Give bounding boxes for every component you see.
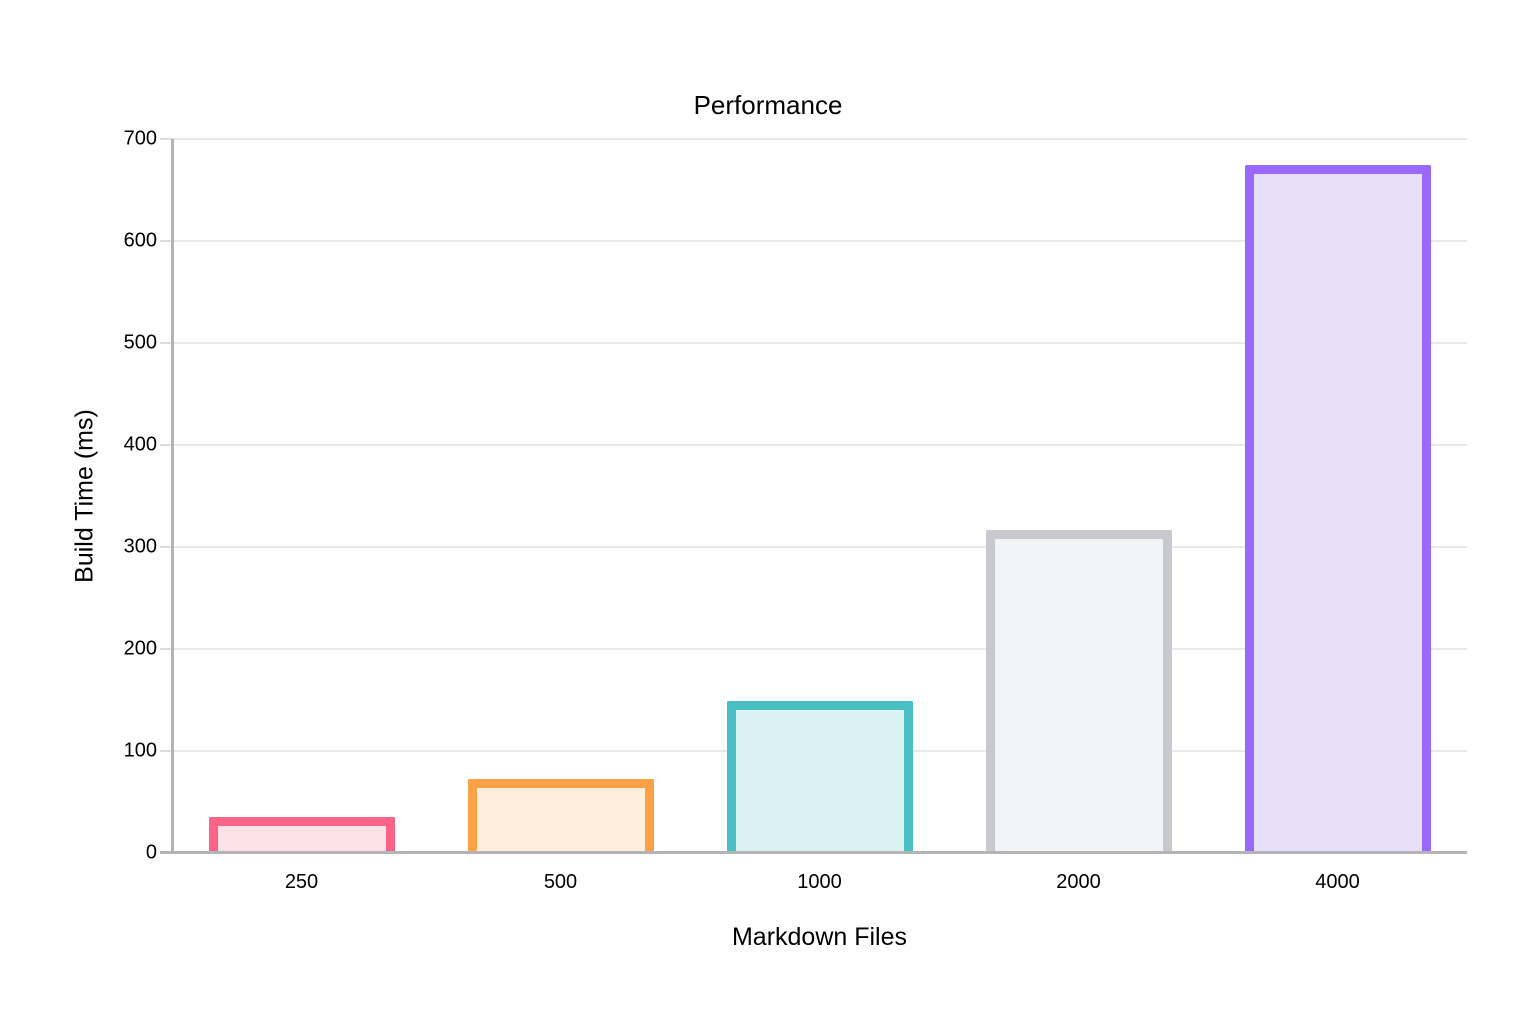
y-tick-mark-100 <box>160 750 172 752</box>
y-tick-label-700: 700 <box>123 127 157 150</box>
y-axis-title: Build Time (ms) <box>70 409 99 583</box>
bar-4000 <box>1244 164 1431 853</box>
y-tick-label-500: 500 <box>123 331 157 354</box>
y-tick-mark-600 <box>160 240 172 242</box>
bar-slot-1000 <box>690 139 949 853</box>
y-axis-line <box>171 139 174 853</box>
x-tick-labels-container: 250 500 1000 2000 4000 <box>172 871 1467 894</box>
gridline-y-200 <box>172 648 1467 650</box>
y-tick-mark-500 <box>160 342 172 344</box>
y-tick-mark-200 <box>160 648 172 650</box>
bar-2000 <box>985 529 1172 853</box>
y-tick-label-0: 0 <box>145 841 157 864</box>
bar-1000 <box>726 701 913 853</box>
bar-slot-2000 <box>949 139 1208 853</box>
x-axis-line <box>160 851 1467 854</box>
y-tick-mark-700 <box>160 138 172 140</box>
x-tick-label-1000: 1000 <box>797 871 842 893</box>
gridline-y-300 <box>172 546 1467 548</box>
y-tick-mark-400 <box>160 444 172 446</box>
bar-250 <box>208 817 395 853</box>
chart-title: Performance <box>693 90 843 120</box>
y-tick-label-600: 600 <box>123 229 157 252</box>
plot-area: 0 100 200 300 400 500 600 700 250 500 1000 2000 400… <box>124 128 1467 951</box>
gridline-y-500 <box>172 342 1467 344</box>
bar-slot-500 <box>431 139 690 853</box>
x-axis-title: Markdown Files <box>731 923 908 951</box>
gridline-y-700 <box>172 138 1467 140</box>
x-tick-label-250: 250 <box>284 871 319 893</box>
y-tick-label-200: 200 <box>123 637 157 660</box>
y-tick-label-100: 100 <box>123 739 157 762</box>
gridline-y-600 <box>172 240 1467 242</box>
y-tick-label-300: 300 <box>123 535 157 558</box>
gridline-y-400 <box>172 444 1467 446</box>
x-tick-label-500: 500 <box>543 871 578 893</box>
y-tick-label-400: 400 <box>123 433 157 456</box>
y-tick-mark-300 <box>160 546 172 548</box>
bars-container <box>172 139 1467 853</box>
x-tick-label-4000: 4000 <box>1315 871 1360 893</box>
bar-slot-4000 <box>1208 139 1467 853</box>
x-tick-label-2000: 2000 <box>1056 871 1101 893</box>
bar-500 <box>467 778 654 853</box>
bar-slot-250 <box>172 139 431 853</box>
